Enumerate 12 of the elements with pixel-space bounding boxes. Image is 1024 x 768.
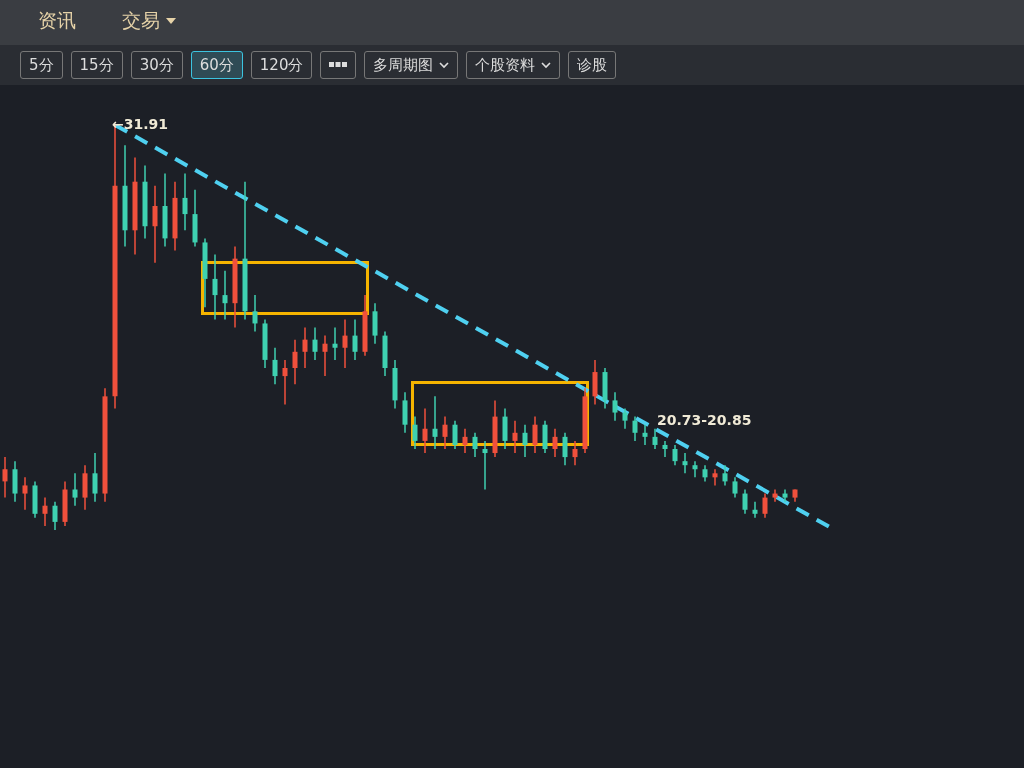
annotation: ←31.91 xyxy=(112,116,169,132)
text: 交易 xyxy=(122,8,160,33)
text: 诊股 xyxy=(577,55,608,75)
text: 多周期图 xyxy=(373,55,434,75)
text: 120分 xyxy=(259,55,304,75)
text: 30分 xyxy=(139,55,174,75)
text: 60分 xyxy=(199,55,234,75)
text: 15分 xyxy=(79,55,114,75)
text: 5分 xyxy=(29,55,54,75)
annotation: 20.73-20.85 xyxy=(657,412,752,428)
text: 个股资料 xyxy=(475,55,536,75)
text: 资讯 xyxy=(38,8,76,33)
